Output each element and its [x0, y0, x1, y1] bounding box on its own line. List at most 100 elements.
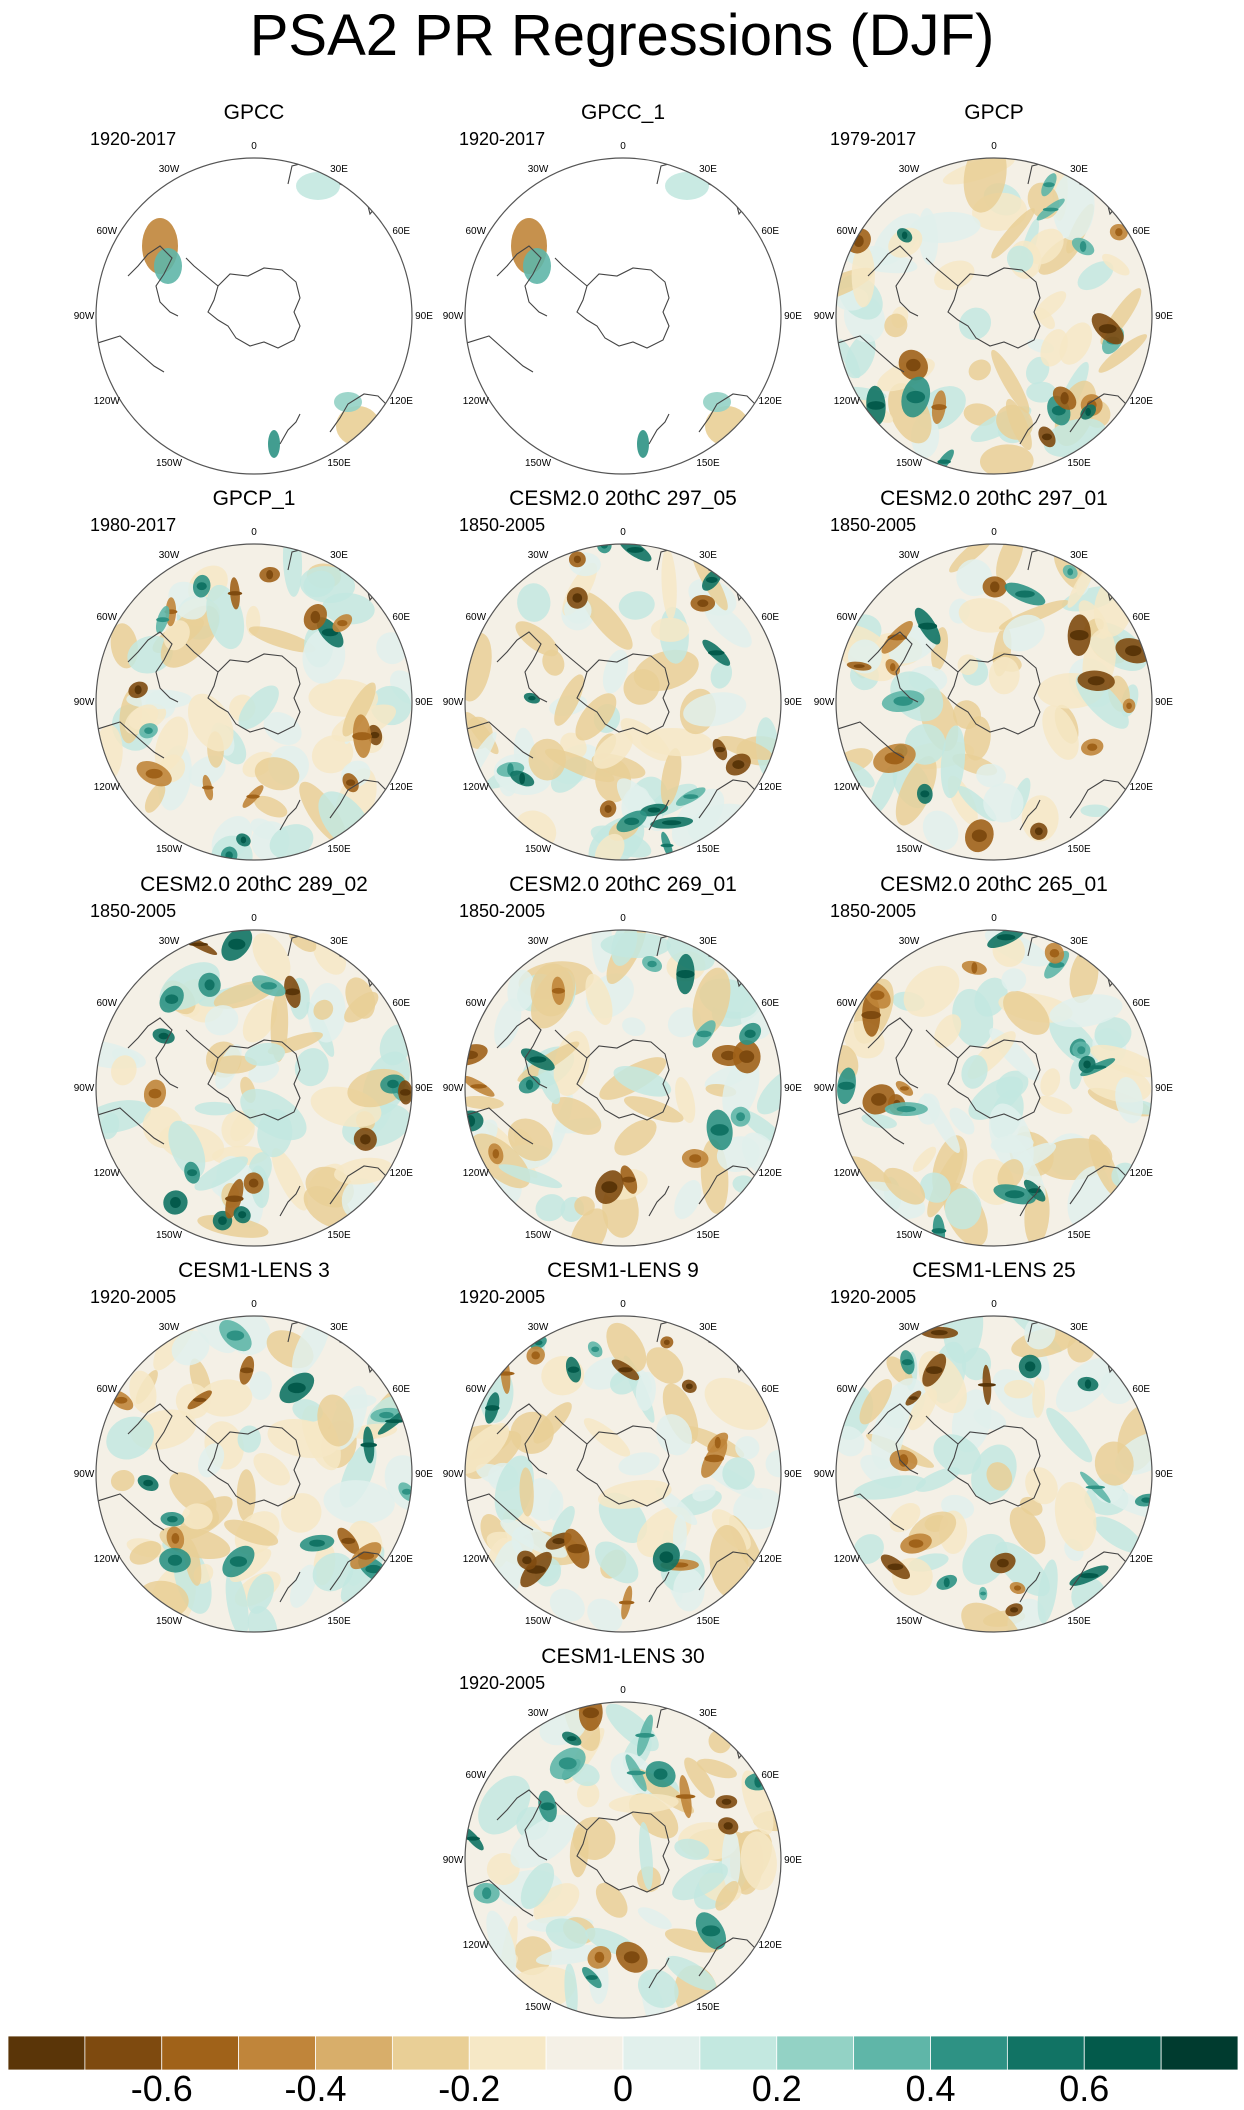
- longitude-label: 120E: [390, 396, 414, 407]
- map-panel: CESM1-LENS 25 1920-2005 0 30E 60E 90E 120E 150E…: [808, 1258, 1180, 1640]
- longitude-label: 60W: [836, 1384, 857, 1395]
- longitude-label: 90E: [1155, 1083, 1173, 1094]
- longitude-label: 90E: [784, 697, 802, 708]
- longitude-label: 30E: [699, 1322, 717, 1333]
- anomaly-field: [836, 544, 1152, 853]
- longitude-label: 90E: [415, 697, 433, 708]
- longitude-label: 30W: [528, 1322, 549, 1333]
- polar-map: 0 30E 60E 90E 120E 150E 180 150W 120W 90W 60W 30W: [814, 1299, 1174, 1640]
- anomaly-field: [465, 1317, 781, 1632]
- anomaly-field: [96, 544, 412, 860]
- longitude-label: 90W: [443, 1083, 464, 1094]
- longitude-label: 30E: [1070, 1322, 1088, 1333]
- longitude-label: 120W: [834, 782, 861, 793]
- longitude-label: 0: [991, 913, 997, 924]
- longitude-label: 90W: [74, 697, 95, 708]
- longitude-label: 150W: [896, 1230, 923, 1241]
- colorbar-swatch: [161, 2035, 240, 2071]
- longitude-label: 0: [620, 1299, 626, 1310]
- longitude-label: 90E: [1155, 311, 1173, 322]
- longitude-label: 30E: [330, 550, 348, 561]
- longitude-label: 120W: [94, 782, 121, 793]
- longitude-label: 150W: [896, 844, 923, 855]
- longitude-label: 60E: [761, 226, 779, 237]
- longitude-label: 30E: [699, 936, 717, 947]
- map-panel: GPCP_1 1980-2017 0 30E 60E 90E 120E 150E 180 150W…: [68, 486, 440, 868]
- panel-title: GPCC: [223, 101, 285, 124]
- longitude-label: 120E: [759, 1168, 783, 1179]
- anomaly-field: [96, 159, 398, 458]
- longitude-label: 90E: [784, 1083, 802, 1094]
- longitude-label: 150W: [156, 1230, 183, 1241]
- longitude-label: 150W: [156, 458, 183, 469]
- longitude-label: 30E: [1070, 164, 1088, 175]
- polar-map: 0 30E 60E 90E 120E 150E 180 150W 120W 90W 60W 30W: [814, 913, 1174, 1254]
- longitude-label: 120E: [759, 1554, 783, 1565]
- panel-period: 1920-2005: [459, 1673, 546, 1693]
- longitude-label: 150E: [1067, 844, 1091, 855]
- longitude-label: 90E: [1155, 697, 1173, 708]
- polar-map: 0 30E 60E 90E 120E 150E 180 150W 120W 90W 60W 30W: [443, 1685, 803, 2026]
- longitude-label: 180: [246, 481, 263, 482]
- longitude-label: 150W: [525, 2002, 552, 2013]
- colorbar-swatch: [776, 2035, 855, 2071]
- longitude-label: 150E: [327, 1230, 351, 1241]
- longitude-label: 90W: [814, 1083, 835, 1094]
- polar-map: 0 30E 60E 90E 120E 150E 180 150W 120W 90W 60W 30W: [814, 527, 1174, 868]
- longitude-label: 150E: [327, 1616, 351, 1627]
- longitude-label: 60E: [761, 1384, 779, 1395]
- longitude-label: 150W: [156, 1616, 183, 1627]
- map-panel: CESM2.0 20thC 269_01 1850-2005 0 30E 60E 90E 1…: [437, 872, 809, 1254]
- colorbar-svg: [7, 2035, 1239, 2071]
- longitude-label: 30W: [899, 164, 920, 175]
- panel-period: 1920-2005: [459, 1287, 546, 1307]
- colorbar-swatch: [391, 2035, 470, 2071]
- longitude-label: 150W: [525, 844, 552, 855]
- anomaly-field: [836, 930, 1152, 1246]
- panel-title: CESM1-LENS 30: [541, 1645, 705, 1668]
- longitude-label: 90W: [443, 311, 464, 322]
- longitude-label: 120W: [834, 396, 861, 407]
- colorbar-label: -0.4: [284, 2068, 347, 2109]
- map-panel: CESM2.0 20thC 297_05 1850-2005 0 30E 60E 90E 1…: [437, 486, 809, 868]
- colorbar-swatch: [315, 2035, 393, 2071]
- panel-title: GPCC_1: [580, 101, 666, 124]
- anomaly-field: [465, 930, 781, 1246]
- longitude-label: 90W: [74, 1469, 95, 1480]
- map-panel: GPCC_1 1920-2017 0 30E 60E 90E 120E 150E 180 150W…: [437, 100, 809, 482]
- longitude-label: 150E: [1067, 1616, 1091, 1627]
- longitude-label: 120W: [463, 1168, 490, 1179]
- colorbar-swatch: [84, 2035, 163, 2071]
- map-panel: CESM2.0 20thC 297_01 1850-2005 0 30E 60E 90E 1…: [808, 486, 1180, 868]
- longitude-label: 0: [991, 527, 997, 538]
- longitude-label: 120E: [1130, 782, 1154, 793]
- longitude-label: 180: [615, 2025, 632, 2026]
- longitude-label: 180: [615, 1253, 632, 1254]
- colorbar-swatch: [7, 2035, 86, 2071]
- longitude-label: 90E: [415, 1083, 433, 1094]
- longitude-label: 120W: [463, 1940, 490, 1951]
- longitude-label: 30W: [159, 936, 180, 947]
- longitude-label: 180: [986, 481, 1003, 482]
- panel-title: GPCP: [964, 101, 1024, 124]
- longitude-label: 30E: [330, 164, 348, 175]
- panel-title: CESM2.0 20thC 289_02: [140, 873, 368, 896]
- longitude-label: 90E: [1155, 1469, 1173, 1480]
- longitude-label: 150E: [1067, 1230, 1091, 1241]
- longitude-label: 90W: [814, 697, 835, 708]
- panel-period: 1850-2005: [830, 515, 917, 535]
- colorbar-label: 0.4: [905, 2068, 956, 2109]
- longitude-label: 90E: [784, 311, 802, 322]
- panel-title: CESM2.0 20thC 297_05: [509, 487, 737, 510]
- panel-period: 1920-2017: [90, 129, 177, 149]
- longitude-label: 120W: [463, 1554, 490, 1565]
- colorbar-swatch: [468, 2035, 547, 2071]
- colorbar-swatch: [930, 2035, 1008, 2071]
- longitude-label: 30W: [899, 1322, 920, 1333]
- map-panel: GPCP 1979-2017 0 30E 60E 90E 120E 150E 180 150W 12…: [808, 100, 1180, 482]
- panel-period: 1980-2017: [90, 515, 177, 535]
- panel-period: 1850-2005: [830, 901, 917, 921]
- map-panel: CESM1-LENS 3 1920-2005 0 30E 60E 90E 120E 150E 1…: [68, 1258, 440, 1640]
- colorbar-swatch: [853, 2035, 931, 2071]
- longitude-label: 180: [986, 1253, 1003, 1254]
